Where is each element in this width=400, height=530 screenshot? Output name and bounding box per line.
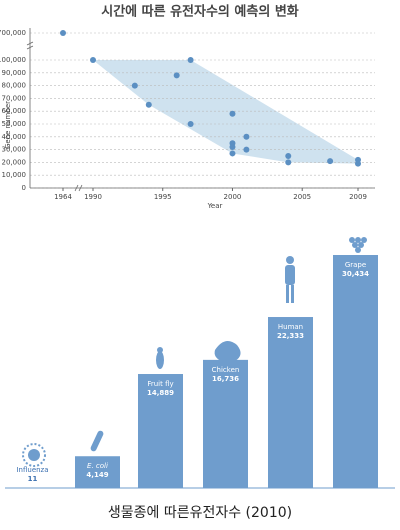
point (131, 82, 138, 89)
value-label: 22,333 (277, 332, 304, 340)
bar (203, 359, 248, 488)
y-tick-label: 100,000 (0, 56, 26, 64)
x-tick-label: 2000 (224, 193, 242, 201)
x-tick-label: 2005 (293, 193, 311, 201)
point (243, 146, 250, 153)
point (355, 160, 361, 167)
y-tick-label: 40,000 (2, 133, 27, 141)
point (229, 110, 236, 117)
bar (268, 317, 313, 488)
bar (75, 456, 120, 488)
bar (138, 374, 183, 488)
point (90, 57, 96, 63)
icon (22, 237, 367, 467)
point (145, 101, 152, 108)
category-label: Influenza (16, 466, 48, 474)
category-label: Fruit fly (147, 380, 173, 388)
y-tick-label: 6,700,000 (0, 29, 26, 37)
x-axis-label: Year (207, 202, 223, 210)
value-label: 14,889 (147, 389, 174, 397)
y-tick-label: 30,000 (2, 146, 27, 154)
bar (333, 255, 378, 488)
x-tick-label: 1995 (154, 193, 172, 201)
y-tick-label: 10,000 (2, 171, 27, 179)
point (285, 153, 292, 159)
point (173, 72, 180, 79)
y-tick-label: 70,000 (2, 94, 27, 102)
category-label: Human (278, 323, 303, 331)
x-tick-label: 1990 (84, 193, 102, 201)
point (187, 121, 194, 127)
category-label: Grape (345, 261, 366, 269)
point (229, 150, 236, 157)
point (60, 30, 66, 36)
chart-title: 생물종에 따른유전자수 (2010) (108, 505, 292, 521)
y-tick-label: 20,000 (2, 158, 27, 166)
y-tick-label: 80,000 (2, 82, 27, 90)
value-label: 30,434 (342, 270, 369, 278)
value-label: 11 (28, 475, 38, 483)
value-label: 4,149 (86, 471, 108, 479)
point (327, 158, 334, 165)
range-band (93, 60, 358, 164)
x-tick-label: 2009 (349, 193, 367, 201)
category-label: Chicken (212, 366, 240, 374)
chart-title: 시간에 따른 유전자수의 예측의 변화 (101, 4, 299, 20)
y-tick-label: 0 (22, 184, 26, 192)
y-tick-label: 60,000 (2, 107, 27, 115)
point (229, 144, 236, 151)
value-label: 16,736 (212, 375, 239, 383)
x-tick-label: 1964 (54, 193, 72, 201)
point (187, 57, 194, 63)
y-tick-label: 50,000 (2, 120, 27, 128)
point (243, 133, 250, 140)
category-label: E. coli (87, 462, 108, 470)
y-tick-label: 90,000 (2, 69, 27, 77)
point (285, 159, 292, 166)
y-axis-label: Gene number (4, 101, 12, 149)
axis-break (26, 41, 83, 192)
